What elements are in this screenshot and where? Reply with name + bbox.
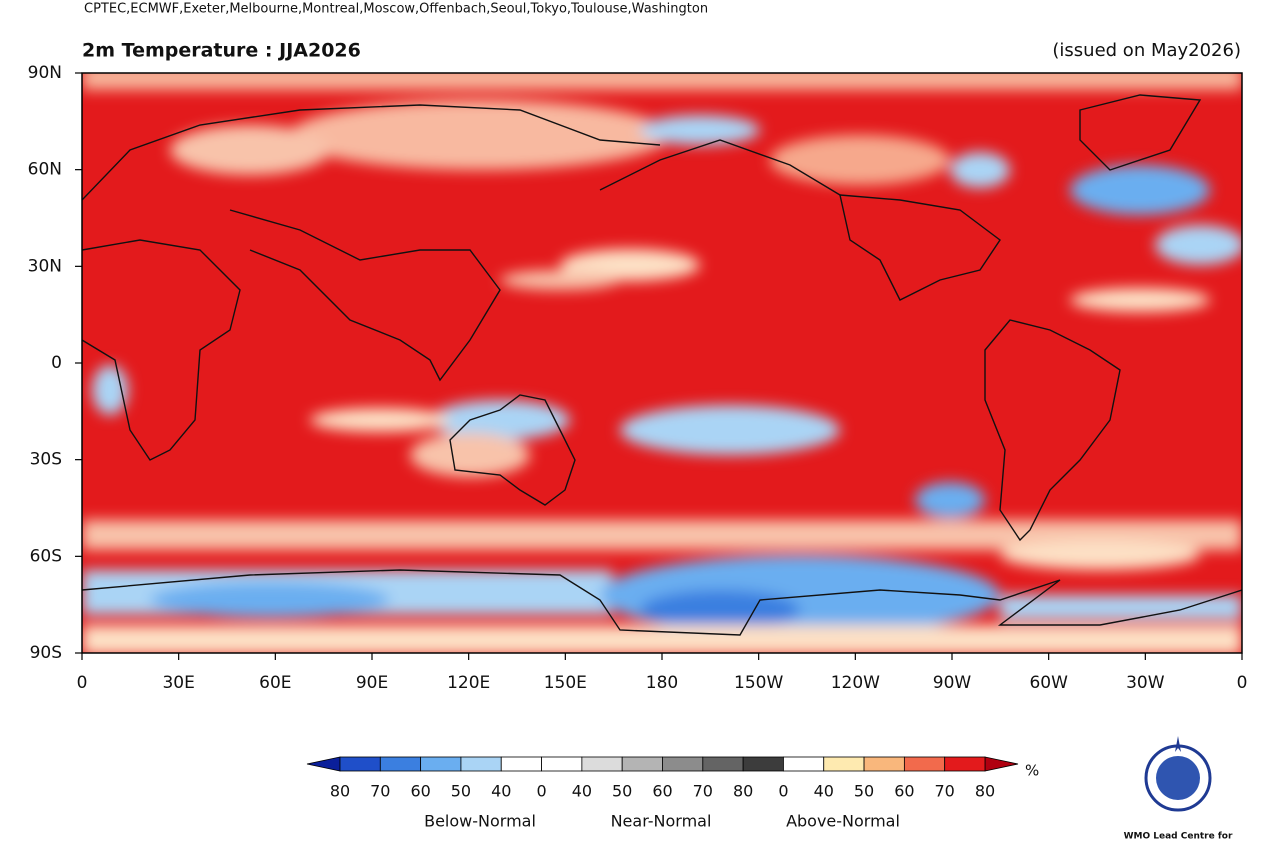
colorbar-box	[903, 756, 946, 772]
colorbar-box	[863, 756, 905, 772]
logo-text: WMO Lead Centre for	[1124, 832, 1233, 842]
x-tick-label: 120W	[831, 673, 880, 693]
colorbar-tick-label: 60	[894, 782, 914, 801]
x-tick-label: 180	[646, 673, 678, 693]
colorbar-tick-label: 70	[935, 782, 955, 801]
y-tick-label: 60S	[30, 546, 62, 566]
y-tick-label: 90S	[30, 643, 62, 663]
y-tick-label: 90N	[28, 63, 62, 83]
colorbar-box	[581, 756, 623, 772]
colorbar-box	[420, 756, 462, 772]
chart-subtitle: (issued on May2026)	[1052, 40, 1241, 61]
colorbar-tick-label: 50	[854, 782, 874, 801]
y-tick-label: 30N	[28, 256, 62, 276]
x-tick-label: 90E	[356, 673, 388, 693]
colorbar-tick-label: 80	[330, 782, 350, 801]
field-patches	[82, 73, 1242, 653]
colorbar-box	[823, 756, 865, 772]
map-field	[82, 73, 1242, 653]
y-tick-label: 30S	[30, 450, 62, 470]
x-tick-label: 0	[1237, 673, 1248, 693]
x-tick-label: 30E	[162, 673, 194, 693]
colorbar-box	[662, 756, 704, 772]
colorbar: 80 70 60 50 40 0 40 50 60 70 80 0 40 50 60 70 80% Below-N…	[306, 756, 1039, 831]
x-tick-label: 60W	[1029, 673, 1068, 693]
colorbar-tick-label: 0	[536, 782, 546, 801]
colorbar-tick-label: 70	[370, 782, 390, 801]
colorbar-tick-label: 50	[451, 782, 471, 801]
colorbar-box	[379, 756, 422, 772]
colorbar-box	[541, 756, 583, 772]
x-tick-label: 0	[77, 673, 88, 693]
colorbar-group-label: Near-Normal	[611, 812, 712, 831]
logo: WMO Lead Centre for	[1124, 736, 1233, 842]
colorbar-tick-label: 70	[693, 782, 713, 801]
colorbar-tick-label: 80	[733, 782, 753, 801]
colorbar-box	[621, 756, 663, 772]
colorbar-group-label: Above-Normal	[786, 812, 900, 831]
x-tick-label: 90W	[933, 673, 972, 693]
x-tick-label: 30W	[1126, 673, 1165, 693]
axes: 0 30E 60E 90E 120E 150E 180 150W 120W 90W 60W 30W 09…	[28, 63, 1248, 693]
colorbar-tick-label: 60	[652, 782, 672, 801]
colorbar-box	[742, 756, 784, 772]
colorbar-box	[460, 756, 502, 772]
colorbar-box	[500, 756, 542, 772]
y-tick-label: 0	[51, 353, 62, 373]
colorbar-extend	[984, 756, 1019, 772]
colorbar-box	[783, 756, 825, 772]
colorbar-tick-label: 50	[612, 782, 632, 801]
x-tick-label: 60E	[259, 673, 291, 693]
colorbar-tick-label: 40	[572, 782, 592, 801]
colorbar-tick-label: 40	[814, 782, 834, 801]
x-tick-label: 150E	[544, 673, 587, 693]
coastlines	[82, 94, 1242, 636]
colorbar-tick-label: 80	[975, 782, 995, 801]
chart-title: 2m Temperature : JJA2026	[82, 40, 361, 62]
colorbar-unit: %	[1025, 762, 1039, 780]
x-tick-label: 120E	[447, 673, 490, 693]
colorbar-box	[339, 756, 381, 772]
source-line: CPTEC,ECMWF,Exeter,Melbourne,Montreal,Mo…	[84, 2, 708, 17]
y-tick-label: 60N	[28, 160, 62, 180]
colorbar-box	[702, 756, 744, 772]
colorbar-tick-label: 60	[410, 782, 430, 801]
colorbar-group-label: Below-Normal	[424, 812, 536, 831]
x-tick-label: 150W	[734, 673, 783, 693]
colorbar-tick-label: 40	[491, 782, 511, 801]
colorbar-box	[944, 756, 986, 772]
colorbar-extend	[306, 756, 341, 772]
colorbar-tick-label: 0	[778, 782, 788, 801]
